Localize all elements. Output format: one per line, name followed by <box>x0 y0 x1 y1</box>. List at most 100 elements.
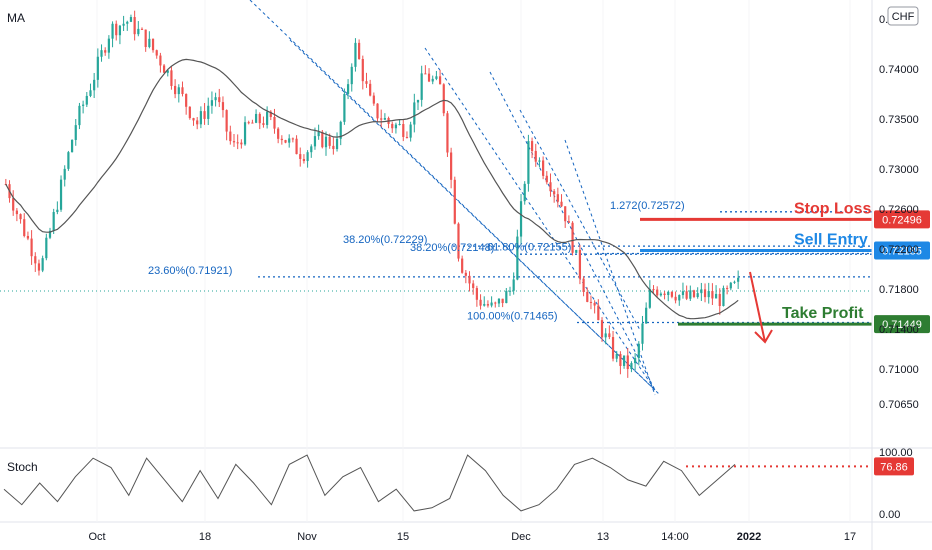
candle-body <box>652 289 655 291</box>
time-tick-label: Dec <box>511 531 531 543</box>
candle-body <box>446 113 449 153</box>
candle-body <box>593 302 596 306</box>
candle-body <box>122 23 125 26</box>
candle-body <box>30 238 33 257</box>
candle-body <box>118 25 122 36</box>
candle-body <box>582 278 585 292</box>
candle-body <box>586 291 589 302</box>
candle-body <box>240 142 243 145</box>
candle-body <box>402 124 405 137</box>
candle-body <box>714 293 718 299</box>
candle-body <box>85 95 88 105</box>
candle-body <box>104 50 107 53</box>
fib-retracement-lines[interactable] <box>0 0 872 396</box>
candle-body <box>269 111 272 117</box>
take-profit-label: Take Profit <box>782 305 864 322</box>
candle-body <box>453 179 456 224</box>
candle-body <box>89 90 92 96</box>
time-axis[interactable]: Oct 18 Nov 15 Dec 13 14:00 2022 17 <box>88 531 856 543</box>
candle-body <box>229 131 232 142</box>
candle-body <box>93 79 96 91</box>
price-axis[interactable]: 0.745000.740000.735000.730000.726000.722… <box>871 0 919 550</box>
candle-body <box>247 122 250 124</box>
candle-body <box>501 298 504 304</box>
candle-body <box>538 160 541 162</box>
candle-body <box>288 138 291 143</box>
stoch-tick-label: 0.00 <box>879 509 900 521</box>
candle-body <box>37 263 41 271</box>
candle-body <box>608 333 611 338</box>
candle-body <box>398 124 401 126</box>
candle-body <box>177 87 180 95</box>
candle-body <box>369 83 372 96</box>
fib-label: 100.00%(0.71465) <box>467 311 558 323</box>
stoch-value-badge <box>874 457 914 476</box>
candle-body <box>413 102 416 125</box>
candle-body <box>645 307 648 324</box>
fib-fan-line <box>519 109 641 331</box>
candle-body <box>133 17 136 35</box>
candle-body <box>23 219 26 236</box>
candle-body <box>611 337 615 359</box>
candle-body <box>343 93 346 122</box>
candle-body <box>641 323 644 344</box>
grid <box>0 0 932 523</box>
candle-body <box>372 95 375 104</box>
candle-body <box>210 100 214 106</box>
candle-body <box>420 73 423 100</box>
candle-body <box>549 182 552 192</box>
fib-fan-line <box>424 47 656 391</box>
arrow-shaft <box>749 271 766 343</box>
fib-labels: 1.272(0.72572) 38.20%(0.72229)38.20%(0.72… <box>148 200 685 323</box>
currency-badge[interactable] <box>887 6 919 26</box>
price-badge <box>874 241 930 260</box>
fib-label: 38.20%(0.72148) <box>410 242 494 254</box>
candle-body <box>519 201 523 237</box>
candle-body <box>63 168 66 180</box>
candle-body <box>659 293 662 296</box>
candle-body <box>674 296 677 301</box>
candle-body <box>207 105 210 119</box>
candle-body <box>199 111 202 125</box>
stochastic-pane[interactable]: 76.86 100.00 0.00 <box>3 447 914 521</box>
candle-body <box>313 136 317 147</box>
candle-body <box>277 128 280 139</box>
candle-body <box>188 106 191 119</box>
candle-body <box>578 249 582 279</box>
candle-body <box>475 288 478 300</box>
price-tick-label: 0.70650 <box>879 399 919 411</box>
candle-body <box>483 304 486 306</box>
time-tick-label: 15 <box>397 531 409 543</box>
candle-body <box>162 65 166 73</box>
candle-body <box>626 355 629 370</box>
candle-body <box>129 17 133 22</box>
currency-label: CHF <box>892 11 915 23</box>
stoch-tick-label: 100.00 <box>879 447 913 459</box>
candle-body <box>41 258 44 271</box>
indicator-label: MA <box>7 11 25 25</box>
candle-body <box>376 103 379 119</box>
arrow-head <box>754 329 773 344</box>
price-tick-label: 0.71800 <box>879 284 919 296</box>
candle-body <box>442 84 445 114</box>
candle-body <box>692 290 696 297</box>
candle-body <box>564 206 567 222</box>
candle-body <box>306 152 309 162</box>
candle-body <box>148 38 151 48</box>
time-tick-label: Oct <box>88 531 105 543</box>
stop-loss-label: Stop Loss <box>794 200 871 217</box>
candle-body <box>321 131 324 148</box>
candle-body <box>78 105 81 126</box>
candle-body <box>622 355 626 366</box>
candle-body <box>711 291 714 299</box>
candle-body <box>324 136 328 148</box>
candle-body <box>236 142 239 144</box>
price-tick-label: 0.73500 <box>879 114 919 126</box>
candle-body <box>15 210 18 215</box>
candle-body <box>670 291 674 297</box>
candle-body <box>497 298 501 304</box>
price-levels[interactable]: Stop Loss 0.72496 Sell Entry 0.72185 Take Pr… <box>640 200 930 344</box>
candle-body <box>600 320 604 338</box>
candle-body <box>678 295 681 301</box>
